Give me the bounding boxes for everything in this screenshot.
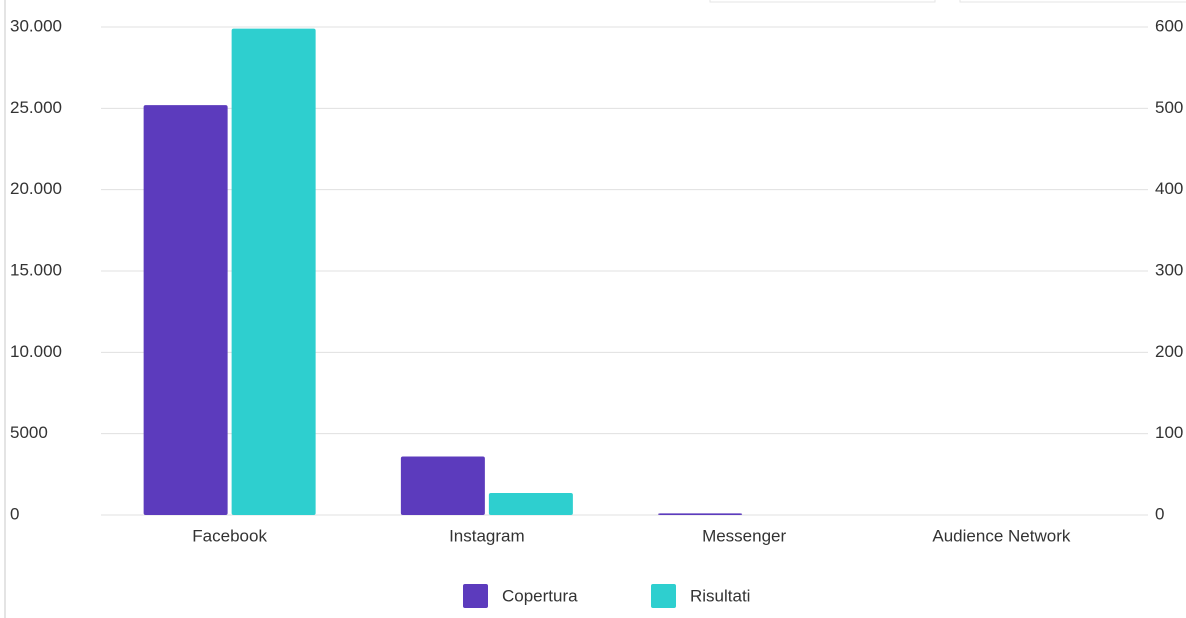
bar xyxy=(658,513,743,515)
x-tick-label: Messenger xyxy=(702,526,786,545)
toolbar-box xyxy=(959,0,1186,3)
legend-swatch xyxy=(651,584,676,608)
y2-tick-label: 0 xyxy=(1155,504,1164,523)
legend-label: Copertura xyxy=(502,586,578,605)
y2-tick-label: 500 xyxy=(1155,98,1183,117)
bar xyxy=(488,493,573,515)
legend-swatch xyxy=(463,584,488,608)
y2-tick-label: 100 xyxy=(1155,423,1183,442)
y2-tick-label: 300 xyxy=(1155,260,1183,279)
x-tick-label: Audience Network xyxy=(932,526,1070,545)
legend-label: Risultati xyxy=(690,586,750,605)
toolbar-box xyxy=(709,0,936,3)
y-tick-label: 25.000 xyxy=(10,98,62,117)
y-tick-label: 20.000 xyxy=(10,179,62,198)
y-tick-label: 30.000 xyxy=(10,16,62,35)
x-tick-label: Instagram xyxy=(449,526,525,545)
y2-tick-label: 600 xyxy=(1155,16,1183,35)
bar xyxy=(400,456,485,515)
y-tick-label: 10.000 xyxy=(10,342,62,361)
bar xyxy=(143,105,228,515)
bar xyxy=(231,28,316,515)
y-tick-label: 0 xyxy=(10,504,19,523)
x-tick-label: Facebook xyxy=(192,526,267,545)
y-tick-label: 15.000 xyxy=(10,260,62,279)
y-tick-label: 5000 xyxy=(10,423,48,442)
y2-tick-label: 400 xyxy=(1155,179,1183,198)
y2-tick-label: 200 xyxy=(1155,342,1183,361)
